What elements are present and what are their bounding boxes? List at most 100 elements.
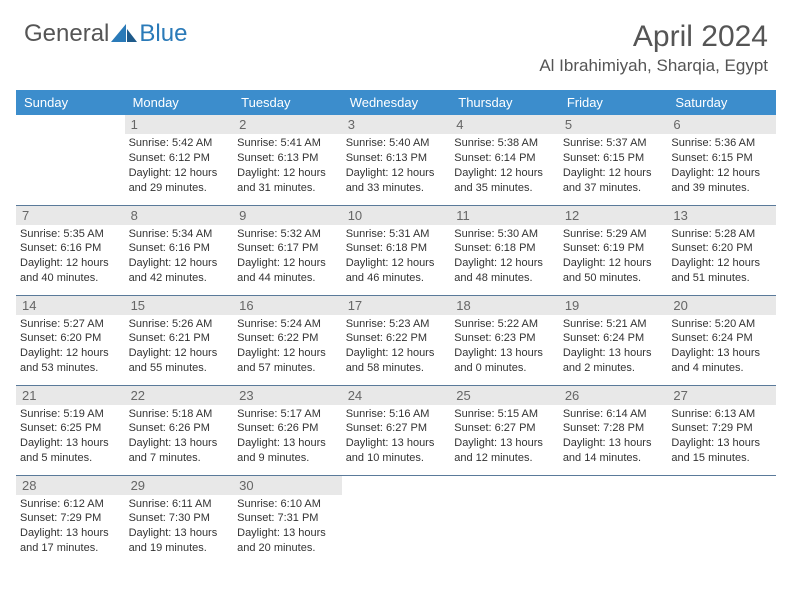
calendar-cell: 14Sunrise: 5:27 AMSunset: 6:20 PMDayligh… bbox=[16, 295, 125, 385]
day-number: 28 bbox=[16, 476, 125, 495]
day-info: Sunrise: 5:17 AMSunset: 6:26 PMDaylight:… bbox=[233, 405, 342, 470]
day-info: Sunrise: 6:12 AMSunset: 7:29 PMDaylight:… bbox=[16, 495, 125, 560]
calendar-cell: 25Sunrise: 5:15 AMSunset: 6:27 PMDayligh… bbox=[450, 385, 559, 475]
calendar-cell: 21Sunrise: 5:19 AMSunset: 6:25 PMDayligh… bbox=[16, 385, 125, 475]
logo-text-general: General bbox=[24, 20, 109, 48]
calendar-head: SundayMondayTuesdayWednesdayThursdayFrid… bbox=[16, 90, 776, 115]
weekday-header: Monday bbox=[125, 90, 234, 115]
day-number: 17 bbox=[342, 296, 451, 315]
calendar-cell: 5Sunrise: 5:37 AMSunset: 6:15 PMDaylight… bbox=[559, 115, 668, 205]
day-info: Sunrise: 5:40 AMSunset: 6:13 PMDaylight:… bbox=[342, 134, 451, 199]
calendar-cell: 26Sunrise: 6:14 AMSunset: 7:28 PMDayligh… bbox=[559, 385, 668, 475]
day-info: Sunrise: 5:16 AMSunset: 6:27 PMDaylight:… bbox=[342, 405, 451, 470]
title-block: April 2024 Al Ibrahimiyah, Sharqia, Egyp… bbox=[539, 20, 768, 76]
day-info: Sunrise: 5:18 AMSunset: 6:26 PMDaylight:… bbox=[125, 405, 234, 470]
day-number: 23 bbox=[233, 386, 342, 405]
day-info: Sunrise: 5:34 AMSunset: 6:16 PMDaylight:… bbox=[125, 225, 234, 290]
day-number: 19 bbox=[559, 296, 668, 315]
day-number: 2 bbox=[233, 115, 342, 134]
calendar-cell: 29Sunrise: 6:11 AMSunset: 7:30 PMDayligh… bbox=[125, 475, 234, 565]
day-number: 26 bbox=[559, 386, 668, 405]
day-info: Sunrise: 5:21 AMSunset: 6:24 PMDaylight:… bbox=[559, 315, 668, 380]
weekday-header: Thursday bbox=[450, 90, 559, 115]
day-info: Sunrise: 5:31 AMSunset: 6:18 PMDaylight:… bbox=[342, 225, 451, 290]
day-info: Sunrise: 6:14 AMSunset: 7:28 PMDaylight:… bbox=[559, 405, 668, 470]
day-number: 10 bbox=[342, 206, 451, 225]
day-info: Sunrise: 5:20 AMSunset: 6:24 PMDaylight:… bbox=[667, 315, 776, 380]
calendar-cell: 17Sunrise: 5:23 AMSunset: 6:22 PMDayligh… bbox=[342, 295, 451, 385]
day-number: 4 bbox=[450, 115, 559, 134]
day-info: Sunrise: 5:35 AMSunset: 6:16 PMDaylight:… bbox=[16, 225, 125, 290]
logo-text-blue: Blue bbox=[139, 20, 187, 48]
day-number: 1 bbox=[125, 115, 234, 134]
calendar-cell: 11Sunrise: 5:30 AMSunset: 6:18 PMDayligh… bbox=[450, 205, 559, 295]
day-info: Sunrise: 5:38 AMSunset: 6:14 PMDaylight:… bbox=[450, 134, 559, 199]
calendar-cell: 22Sunrise: 5:18 AMSunset: 6:26 PMDayligh… bbox=[125, 385, 234, 475]
calendar-table: SundayMondayTuesdayWednesdayThursdayFrid… bbox=[16, 90, 776, 565]
weekday-header: Friday bbox=[559, 90, 668, 115]
calendar-cell: 20Sunrise: 5:20 AMSunset: 6:24 PMDayligh… bbox=[667, 295, 776, 385]
day-info: Sunrise: 6:10 AMSunset: 7:31 PMDaylight:… bbox=[233, 495, 342, 560]
day-info: Sunrise: 5:26 AMSunset: 6:21 PMDaylight:… bbox=[125, 315, 234, 380]
calendar-cell: 13Sunrise: 5:28 AMSunset: 6:20 PMDayligh… bbox=[667, 205, 776, 295]
calendar-cell: 23Sunrise: 5:17 AMSunset: 6:26 PMDayligh… bbox=[233, 385, 342, 475]
day-info: Sunrise: 5:23 AMSunset: 6:22 PMDaylight:… bbox=[342, 315, 451, 380]
day-number: 27 bbox=[667, 386, 776, 405]
day-number: 11 bbox=[450, 206, 559, 225]
calendar-body: 1Sunrise: 5:42 AMSunset: 6:12 PMDaylight… bbox=[16, 115, 776, 565]
calendar-cell bbox=[450, 475, 559, 565]
weekday-header: Saturday bbox=[667, 90, 776, 115]
calendar-cell: 3Sunrise: 5:40 AMSunset: 6:13 PMDaylight… bbox=[342, 115, 451, 205]
day-number: 15 bbox=[125, 296, 234, 315]
calendar-cell: 27Sunrise: 6:13 AMSunset: 7:29 PMDayligh… bbox=[667, 385, 776, 475]
logo-sail-icon bbox=[111, 24, 137, 44]
day-number: 12 bbox=[559, 206, 668, 225]
calendar-cell: 2Sunrise: 5:41 AMSunset: 6:13 PMDaylight… bbox=[233, 115, 342, 205]
location-subtitle: Al Ibrahimiyah, Sharqia, Egypt bbox=[539, 56, 768, 76]
day-info: Sunrise: 5:28 AMSunset: 6:20 PMDaylight:… bbox=[667, 225, 776, 290]
day-number: 3 bbox=[342, 115, 451, 134]
calendar-cell: 30Sunrise: 6:10 AMSunset: 7:31 PMDayligh… bbox=[233, 475, 342, 565]
calendar-cell: 24Sunrise: 5:16 AMSunset: 6:27 PMDayligh… bbox=[342, 385, 451, 475]
day-number: 7 bbox=[16, 206, 125, 225]
page-header: General Blue April 2024 Al Ibrahimiyah, … bbox=[0, 0, 792, 84]
day-info: Sunrise: 5:22 AMSunset: 6:23 PMDaylight:… bbox=[450, 315, 559, 380]
day-number: 29 bbox=[125, 476, 234, 495]
day-info: Sunrise: 5:15 AMSunset: 6:27 PMDaylight:… bbox=[450, 405, 559, 470]
logo: General Blue bbox=[24, 20, 187, 48]
day-info: Sunrise: 5:27 AMSunset: 6:20 PMDaylight:… bbox=[16, 315, 125, 380]
day-info: Sunrise: 5:24 AMSunset: 6:22 PMDaylight:… bbox=[233, 315, 342, 380]
day-info: Sunrise: 5:19 AMSunset: 6:25 PMDaylight:… bbox=[16, 405, 125, 470]
calendar-cell: 9Sunrise: 5:32 AMSunset: 6:17 PMDaylight… bbox=[233, 205, 342, 295]
day-info: Sunrise: 5:29 AMSunset: 6:19 PMDaylight:… bbox=[559, 225, 668, 290]
day-info: Sunrise: 5:37 AMSunset: 6:15 PMDaylight:… bbox=[559, 134, 668, 199]
calendar-cell: 8Sunrise: 5:34 AMSunset: 6:16 PMDaylight… bbox=[125, 205, 234, 295]
day-number: 6 bbox=[667, 115, 776, 134]
day-info: Sunrise: 5:30 AMSunset: 6:18 PMDaylight:… bbox=[450, 225, 559, 290]
day-number: 30 bbox=[233, 476, 342, 495]
calendar-cell: 12Sunrise: 5:29 AMSunset: 6:19 PMDayligh… bbox=[559, 205, 668, 295]
day-number: 13 bbox=[667, 206, 776, 225]
calendar-cell: 19Sunrise: 5:21 AMSunset: 6:24 PMDayligh… bbox=[559, 295, 668, 385]
calendar-cell bbox=[342, 475, 451, 565]
calendar-cell bbox=[16, 115, 125, 205]
day-info: Sunrise: 6:11 AMSunset: 7:30 PMDaylight:… bbox=[125, 495, 234, 560]
calendar-cell: 10Sunrise: 5:31 AMSunset: 6:18 PMDayligh… bbox=[342, 205, 451, 295]
calendar-cell: 18Sunrise: 5:22 AMSunset: 6:23 PMDayligh… bbox=[450, 295, 559, 385]
day-number: 18 bbox=[450, 296, 559, 315]
weekday-header: Wednesday bbox=[342, 90, 451, 115]
calendar-cell: 15Sunrise: 5:26 AMSunset: 6:21 PMDayligh… bbox=[125, 295, 234, 385]
calendar-cell: 1Sunrise: 5:42 AMSunset: 6:12 PMDaylight… bbox=[125, 115, 234, 205]
calendar-cell: 4Sunrise: 5:38 AMSunset: 6:14 PMDaylight… bbox=[450, 115, 559, 205]
day-number: 8 bbox=[125, 206, 234, 225]
calendar-cell: 28Sunrise: 6:12 AMSunset: 7:29 PMDayligh… bbox=[16, 475, 125, 565]
day-number: 9 bbox=[233, 206, 342, 225]
calendar-cell bbox=[667, 475, 776, 565]
weekday-header: Sunday bbox=[16, 90, 125, 115]
calendar-cell: 7Sunrise: 5:35 AMSunset: 6:16 PMDaylight… bbox=[16, 205, 125, 295]
calendar-cell bbox=[559, 475, 668, 565]
day-number: 20 bbox=[667, 296, 776, 315]
page-title: April 2024 bbox=[539, 20, 768, 54]
day-info: Sunrise: 5:42 AMSunset: 6:12 PMDaylight:… bbox=[125, 134, 234, 199]
day-number: 16 bbox=[233, 296, 342, 315]
